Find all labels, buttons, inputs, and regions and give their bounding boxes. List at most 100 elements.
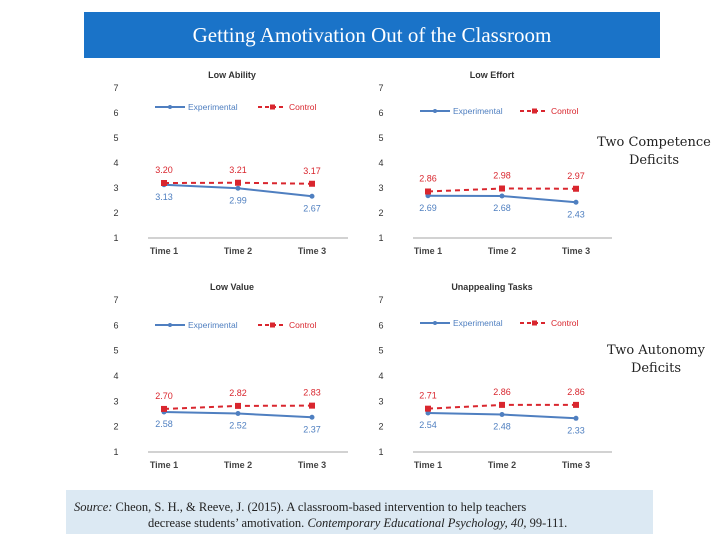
experimental-data-point	[499, 412, 505, 418]
x-tick-label: Time 2	[224, 246, 252, 256]
legend-experimental-label: Experimental	[453, 106, 503, 116]
experimental-data-label: 2.33	[567, 425, 585, 435]
autonomy-label-line2: Deficits	[630, 361, 682, 376]
autonomy-label: Two Autonomy Deficits	[600, 342, 712, 378]
control-data-point	[235, 179, 241, 186]
control-data-label: 2.86	[567, 387, 585, 397]
y-tick-label: 5	[378, 346, 383, 356]
legend-control-marker	[270, 104, 275, 110]
experimental-data-label: 2.52	[229, 420, 247, 430]
source-line-2: decrease students’ amotivation. Contempo…	[148, 516, 567, 531]
chart-panel-1: Low Ability 1 2 3 4 5 6 7 Time 1 Time 2 Time 3 Expe…	[113, 70, 348, 256]
y-tick-label: 4	[378, 158, 383, 168]
experimental-data-point	[235, 410, 241, 416]
legend-control-label: Control	[551, 106, 579, 116]
y-tick-label: 1	[113, 447, 118, 457]
source-line-1: Source: Cheon, S. H., & Reeve, J. (2015)…	[74, 500, 526, 515]
y-tick-label: 6	[113, 108, 118, 118]
y-tick-label: 3	[113, 183, 118, 193]
y-tick-label: 5	[113, 346, 118, 356]
x-tick-label: Time 2	[224, 460, 252, 470]
source-citation: Source: Cheon, S. H., & Reeve, J. (2015)…	[66, 490, 653, 534]
y-tick-label: 2	[378, 422, 383, 432]
experimental-data-label: 2.99	[229, 195, 247, 205]
y-tick-label: 2	[378, 208, 383, 218]
y-tick-label: 7	[113, 295, 118, 305]
experimental-data-point	[309, 193, 315, 199]
control-data-point	[309, 402, 315, 409]
legend-control-label: Control	[551, 318, 579, 328]
control-data-label: 2.71	[419, 391, 437, 401]
legend-experimental-marker	[433, 321, 437, 325]
autonomy-label-line1: Two Autonomy	[607, 343, 705, 358]
x-tick-label: Time 3	[562, 246, 590, 256]
control-data-point	[161, 180, 167, 186]
x-tick-label: Time 3	[298, 460, 326, 470]
legend-experimental-label: Experimental	[188, 320, 238, 330]
legend-experimental-label: Experimental	[188, 102, 238, 112]
control-data-label: 2.83	[303, 388, 321, 398]
y-tick-label: 7	[113, 83, 118, 93]
y-tick-label: 1	[378, 447, 383, 457]
chart-title: Unappealing Tasks	[451, 282, 532, 292]
chart-panel-4: Unappealing Tasks 1 2 3 4 5 6 7 Time 1 Time 2 Time…	[378, 282, 612, 470]
control-data-label: 2.70	[155, 391, 173, 401]
y-tick-label: 6	[378, 320, 383, 330]
y-tick-label: 2	[113, 422, 118, 432]
y-tick-label: 4	[378, 371, 383, 381]
control-data-point	[573, 185, 579, 192]
experimental-data-label: 2.58	[155, 419, 173, 429]
legend-experimental-label: Experimental	[453, 318, 503, 328]
legend-control-marker	[532, 320, 537, 326]
experimental-data-label: 2.37	[303, 424, 321, 434]
y-tick-label: 3	[113, 396, 118, 406]
experimental-data-label: 3.13	[155, 192, 173, 202]
legend-experimental-marker	[433, 109, 437, 113]
control-data-label: 3.21	[229, 165, 247, 175]
experimental-data-point	[235, 185, 241, 191]
y-tick-label: 4	[113, 371, 118, 381]
control-data-point	[309, 180, 315, 187]
control-data-point	[161, 405, 167, 412]
experimental-data-label: 2.43	[567, 209, 585, 219]
control-data-point	[235, 402, 241, 409]
y-tick-label: 2	[113, 208, 118, 218]
y-tick-label: 5	[113, 133, 118, 143]
x-tick-label: Time 1	[150, 460, 178, 470]
y-tick-label: 3	[378, 183, 383, 193]
control-data-point	[425, 188, 431, 195]
control-data-label: 2.86	[493, 387, 511, 397]
control-data-label: 3.17	[303, 166, 321, 176]
competence-label: Two Competence Deficits	[596, 134, 712, 170]
y-tick-label: 5	[378, 133, 383, 143]
experimental-data-label: 2.48	[493, 422, 511, 432]
x-tick-label: Time 1	[414, 246, 442, 256]
source-line2-text: decrease students’ amotivation.	[148, 516, 308, 530]
legend-control-marker	[532, 108, 537, 114]
control-data-point	[573, 401, 579, 408]
chart-title: Low Ability	[208, 70, 256, 80]
y-tick-label: 6	[113, 320, 118, 330]
x-tick-label: Time 3	[562, 460, 590, 470]
chart-panel-2: Low Effort 1 2 3 4 5 6 7 Time 1 Time 2 Time 3 Exper…	[378, 70, 612, 256]
y-tick-label: 1	[378, 233, 383, 243]
legend-control-label: Control	[289, 102, 317, 112]
experimental-data-label: 2.54	[419, 420, 437, 430]
x-tick-label: Time 2	[488, 246, 516, 256]
experimental-data-point	[573, 415, 579, 421]
experimental-data-point	[573, 199, 579, 205]
experimental-data-point	[425, 410, 431, 416]
experimental-data-label: 2.67	[303, 203, 321, 213]
x-tick-label: Time 2	[488, 460, 516, 470]
chart-title: Low Value	[210, 282, 254, 292]
control-data-label: 2.98	[493, 171, 511, 181]
y-tick-label: 4	[113, 158, 118, 168]
control-data-point	[499, 185, 505, 192]
control-data-label: 2.82	[229, 388, 247, 398]
y-tick-label: 7	[378, 83, 383, 93]
x-tick-label: Time 3	[298, 246, 326, 256]
legend-experimental-marker	[168, 105, 172, 109]
x-tick-label: Time 1	[150, 246, 178, 256]
experimental-data-label: 2.68	[493, 203, 511, 213]
